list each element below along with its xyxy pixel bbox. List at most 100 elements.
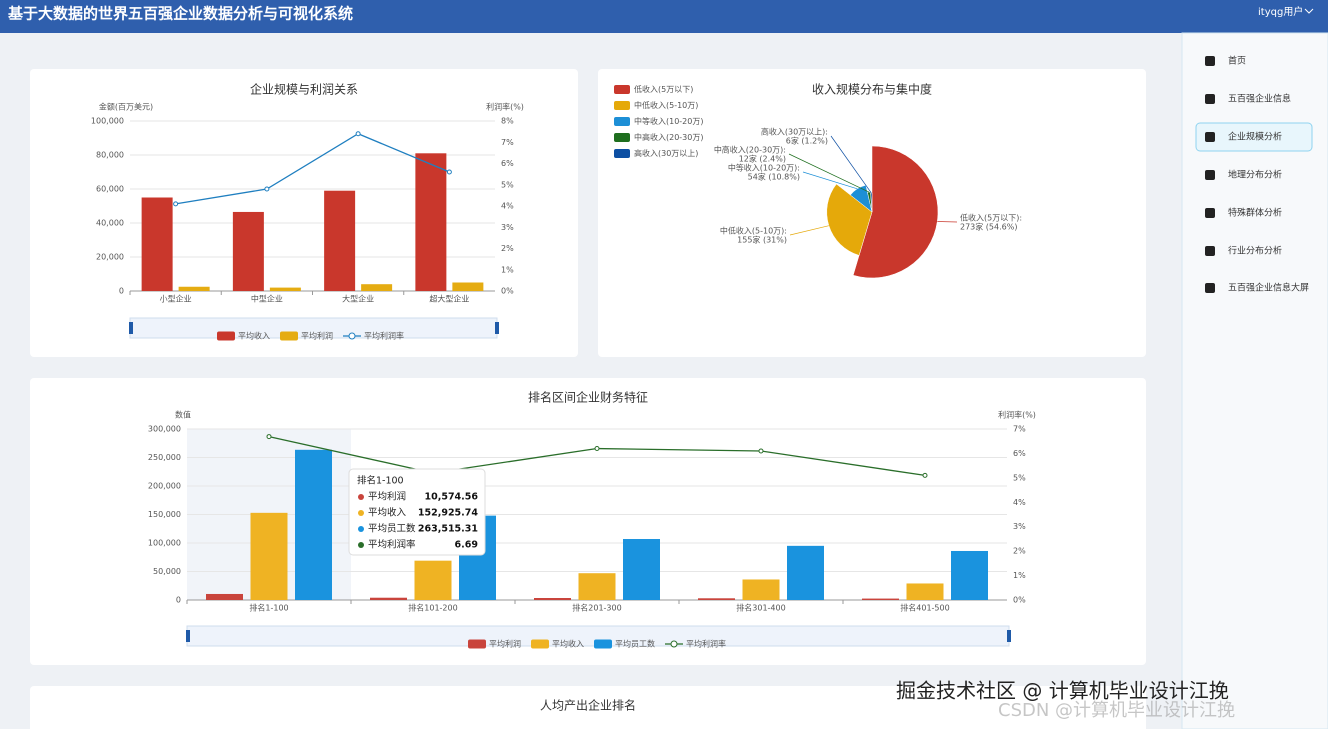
legend-label[interactable]: 低收入(5万以下) (634, 84, 693, 94)
line-point (266, 434, 272, 440)
legend-label[interactable]: 平均利润 (489, 639, 521, 649)
data-label: 12家 (2.4%) (739, 154, 786, 164)
y2-tick-label: 0% (1013, 596, 1026, 605)
y-tick-label: 100,000 (148, 539, 181, 548)
legend-swatch[interactable] (594, 639, 612, 649)
y2-tick-label: 5% (1013, 473, 1026, 482)
tooltip-marker (358, 494, 364, 500)
nav-item[interactable]: 首页 (1228, 55, 1246, 67)
data-label: 54家 (10.8%) (748, 172, 800, 182)
bar (250, 512, 288, 600)
tooltip-value: 152,925.74 (418, 508, 478, 519)
bar (787, 545, 824, 600)
watermark: CSDN @计算机毕业设计江挽 (998, 700, 1235, 721)
y-tick-label: 300,000 (148, 425, 181, 434)
y2-axis-label: 利润率(%) (486, 102, 524, 112)
y2-tick-label: 1% (501, 265, 514, 274)
y-tick-label: 20,000 (96, 253, 124, 262)
x-tick-label: 排名1-100 (249, 603, 288, 613)
y2-tick-label: 5% (501, 180, 514, 189)
line-point (355, 131, 361, 137)
bar (206, 593, 243, 600)
nav-icon (1205, 94, 1215, 104)
y2-tick-label: 6% (501, 159, 514, 168)
legend-label[interactable]: 平均收入 (238, 331, 270, 341)
data-label: 中高收入(20-30万): (714, 145, 786, 155)
dropdown-icon[interactable] (1304, 8, 1314, 14)
legend-swatch[interactable] (280, 331, 298, 341)
leader-line (830, 135, 872, 194)
legend-label[interactable]: 中高收入(20-30万) (634, 132, 704, 142)
legend-label[interactable]: 平均利润率 (686, 639, 726, 649)
legend-label[interactable]: 平均员工数 (615, 639, 655, 649)
nav-item[interactable]: 行业分布分析 (1228, 245, 1282, 257)
zoom-handle[interactable] (129, 322, 133, 334)
legend-swatch[interactable] (614, 117, 630, 126)
y-tick-label: 40,000 (96, 219, 124, 228)
leader-line (802, 171, 858, 190)
line-point (922, 472, 928, 478)
y2-tick-label: 0% (501, 287, 514, 296)
tooltip-value: 263,515.31 (418, 524, 478, 535)
chart-title: 企业规模与利润关系 (250, 82, 358, 97)
legend-label[interactable]: 中低收入(5-10万) (634, 100, 698, 110)
y-tick-label: 50,000 (153, 567, 181, 576)
bar (232, 211, 264, 291)
legend-swatch[interactable] (614, 85, 630, 94)
bar (414, 560, 452, 600)
legend-swatch[interactable] (217, 331, 235, 341)
x-tick-label: 排名401-500 (900, 603, 949, 613)
legend-label[interactable]: 中等收入(10-20万) (634, 116, 704, 126)
bar (370, 597, 407, 600)
bar (324, 190, 356, 291)
legend-swatch[interactable] (348, 332, 356, 340)
bar (862, 598, 899, 600)
tooltip-marker (358, 510, 364, 516)
zoom-handle[interactable] (186, 630, 190, 642)
y-tick-label: 0 (176, 596, 181, 605)
zoom-handle[interactable] (495, 322, 499, 334)
data-label: 273家 (54.6%) (960, 222, 1017, 232)
zoom-handle[interactable] (1007, 630, 1011, 642)
x-tick-label: 超大型企业 (429, 294, 469, 304)
bar (361, 284, 393, 291)
nav-item[interactable]: 特殊群体分析 (1228, 207, 1282, 219)
legend-swatch[interactable] (614, 149, 630, 158)
tooltip (348, 468, 486, 556)
legend-swatch[interactable] (614, 101, 630, 110)
nav-item[interactable]: 五百强企业信息 (1228, 93, 1291, 105)
legend-label[interactable]: 平均利润 (301, 331, 333, 341)
x-tick-label: 排名101-200 (408, 603, 457, 613)
y-tick-label: 250,000 (148, 453, 181, 462)
data-label: 中等收入(10-20万): (728, 163, 800, 173)
tooltip-label: 平均员工数 (368, 523, 416, 535)
x-tick-label: 大型企业 (342, 294, 374, 304)
tooltip-label: 平均利润 (368, 491, 406, 503)
legend-swatch[interactable] (531, 639, 549, 649)
user-menu[interactable]: ityqg用户 (1258, 5, 1303, 18)
legend-label[interactable]: 高收入(30万以上) (634, 148, 698, 158)
bar (534, 598, 571, 600)
bar (698, 598, 735, 600)
legend-swatch[interactable] (614, 133, 630, 142)
y2-tick-label: 3% (1013, 522, 1026, 531)
bar (951, 550, 988, 600)
nav-item[interactable]: 五百强企业信息大屏 (1228, 282, 1309, 294)
line-point (758, 448, 764, 454)
nav-item[interactable]: 地理分布分析 (1228, 169, 1282, 181)
legend-label[interactable]: 平均利润率 (364, 331, 404, 341)
bar (452, 282, 484, 291)
x-tick-label: 小型企业 (160, 294, 192, 304)
y-tick-label: 80,000 (96, 151, 124, 160)
tooltip-value: 10,574.56 (425, 492, 479, 503)
legend-label[interactable]: 平均收入 (552, 639, 584, 649)
legend-swatch[interactable] (670, 640, 678, 648)
y-axis-label: 金额(百万美元) (99, 102, 153, 112)
bar (141, 197, 173, 291)
nav-item[interactable]: 企业规模分析 (1228, 131, 1282, 143)
y-tick-label: 150,000 (148, 510, 181, 519)
line-point (594, 446, 600, 452)
x-tick-label: 排名201-300 (572, 603, 621, 613)
legend-swatch[interactable] (468, 639, 486, 649)
